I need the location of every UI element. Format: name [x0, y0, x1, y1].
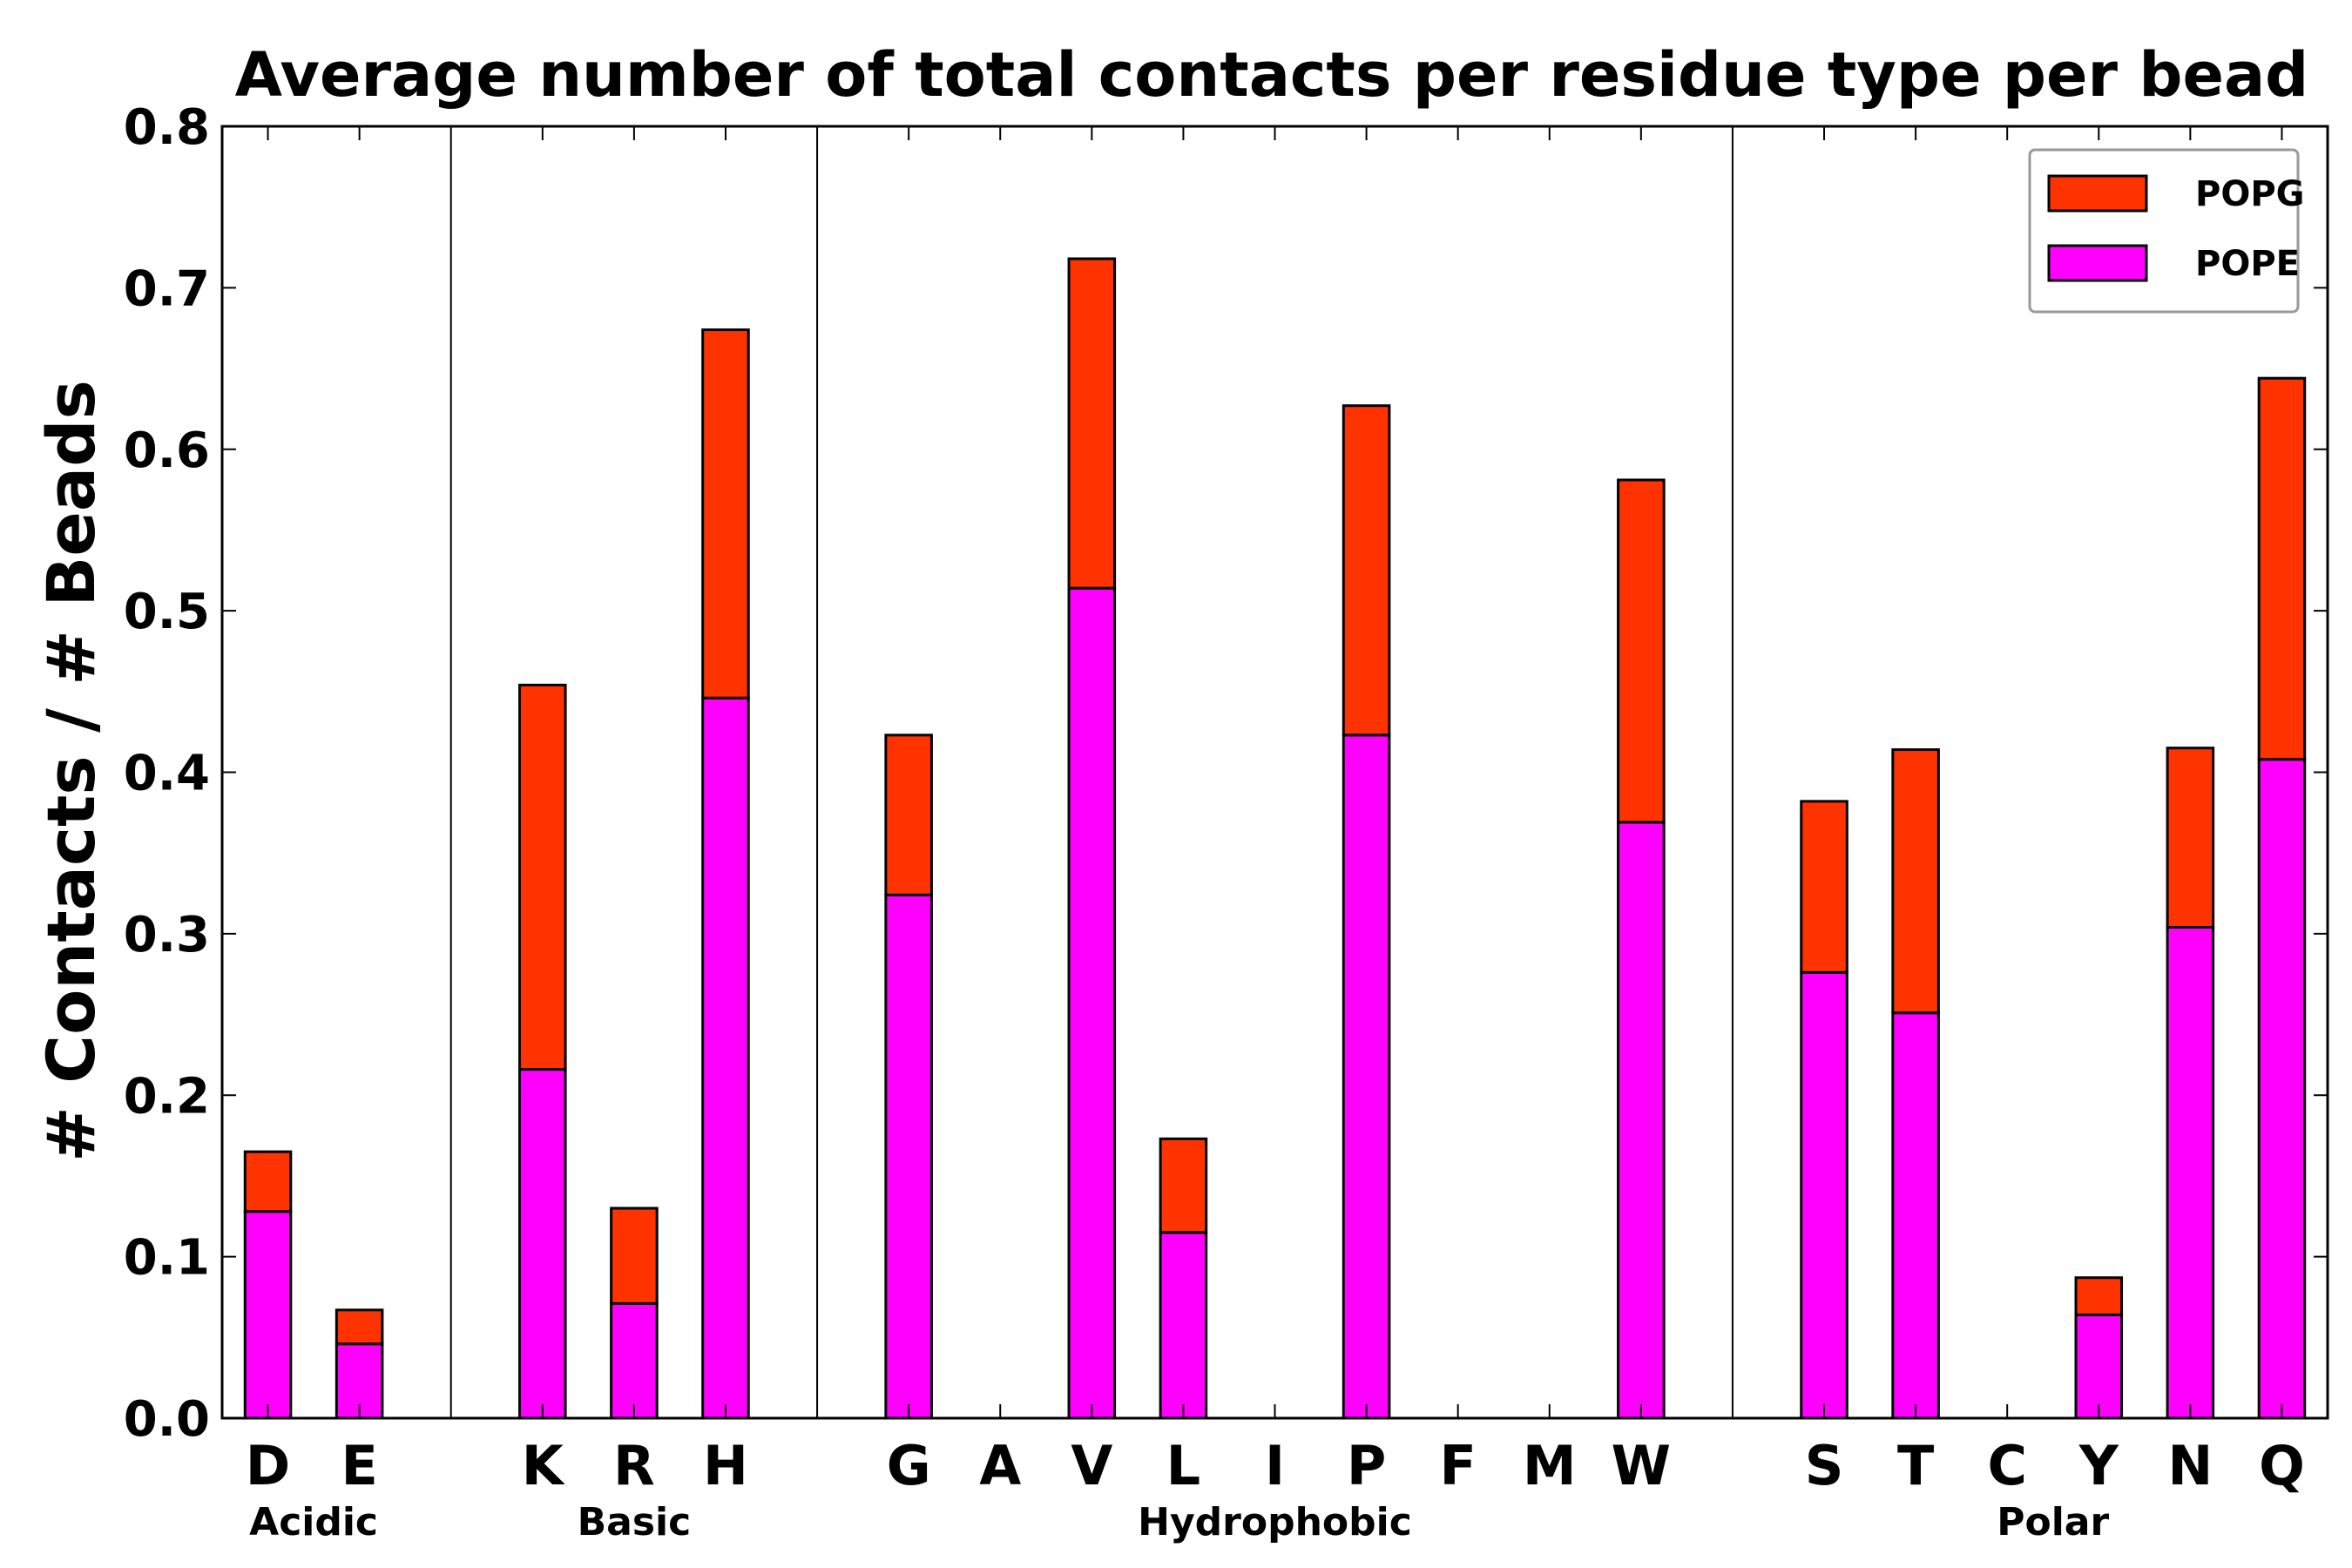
legend: POPG POPE [2028, 148, 2304, 314]
bar-n-pope[interactable] [2166, 925, 2215, 1420]
y-tick-label: 0.6 [124, 422, 210, 479]
bar-p-popg[interactable] [1342, 404, 1391, 737]
x-tick-label: F [1439, 1434, 1476, 1497]
x-tick-label: C [1987, 1434, 2027, 1497]
bar-h-popg[interactable] [701, 328, 750, 700]
x-tick-label: M [1523, 1434, 1577, 1497]
plot-area: 0.0 0.1 0.2 0.3 0.4 0.5 0.6 0.7 0.8 D E K R H G A V L I P F M… [124, 99, 2329, 1544]
x-tick-label: P [1347, 1434, 1386, 1497]
bar-t-popg[interactable] [1891, 748, 1940, 1015]
legend-swatch-pope [2047, 244, 2148, 282]
x-tick-label: S [1805, 1434, 1844, 1497]
y-tick-label: 0.5 [124, 584, 210, 640]
chart-title: Average number of total contacts per res… [235, 39, 2309, 111]
bar-s-pope[interactable] [1800, 970, 1848, 1420]
bar-h-pope[interactable] [701, 696, 750, 1420]
x-tick-label: H [703, 1434, 748, 1497]
bar-n-popg[interactable] [2166, 747, 2215, 929]
x-tick-label: I [1265, 1434, 1285, 1497]
bar-v-popg[interactable] [1067, 257, 1117, 590]
bar-q-popg[interactable] [2257, 376, 2307, 761]
bar-y-pope[interactable] [2074, 1313, 2124, 1420]
bar-l-popg[interactable] [1159, 1137, 1208, 1234]
x-tick-label: G [887, 1434, 931, 1497]
y-tick-label: 0.3 [124, 907, 210, 963]
x-tick-label: D [246, 1434, 290, 1497]
x-tick-label: R [613, 1434, 655, 1497]
bar-d-popg[interactable] [243, 1150, 293, 1213]
bar-w-pope[interactable] [1617, 821, 1666, 1420]
group-label-hydrophobic: Hydrophobic [1138, 1500, 1412, 1544]
y-tick-label: 0.8 [124, 99, 210, 156]
bar-e-popg[interactable] [335, 1308, 384, 1346]
y-tick-label: 0.7 [124, 260, 210, 317]
y-tick-label: 0.4 [124, 746, 210, 802]
x-tick-label: L [1166, 1434, 1201, 1497]
bar-k-popg[interactable] [518, 683, 567, 1071]
bar-r-popg[interactable] [610, 1206, 659, 1305]
x-tick-label: A [979, 1434, 1021, 1497]
legend-swatch-popg [2047, 174, 2148, 213]
group-label-basic: Basic [578, 1500, 692, 1544]
x-tick-label: W [1612, 1434, 1671, 1497]
bar-g-popg[interactable] [884, 733, 933, 896]
y-tick-label: 0.0 [124, 1391, 210, 1448]
bar-r-pope[interactable] [610, 1301, 659, 1420]
bar-q-pope[interactable] [2257, 758, 2307, 1420]
x-tick-label: Q [2259, 1434, 2305, 1497]
bar-k-pope[interactable] [518, 1068, 567, 1420]
x-tick-label: V [1071, 1434, 1112, 1497]
x-tick-label: K [522, 1434, 565, 1497]
bar-v-pope[interactable] [1067, 586, 1117, 1420]
bar-l-pope[interactable] [1159, 1231, 1208, 1420]
group-label-acidic: Acidic [249, 1500, 378, 1544]
bar-w-popg[interactable] [1617, 478, 1666, 824]
x-tick-label: E [341, 1434, 377, 1497]
x-tick-label: T [1897, 1434, 1934, 1497]
x-tick-label: Y [2078, 1434, 2119, 1497]
bar-g-pope[interactable] [884, 893, 933, 1420]
legend-label-popg: POPG [2195, 174, 2304, 214]
plot-frame [220, 125, 2329, 1420]
bar-s-popg[interactable] [1800, 800, 1848, 974]
group-label-polar: Polar [1997, 1500, 2109, 1544]
bar-t-pope[interactable] [1891, 1011, 1940, 1420]
bar-d-pope[interactable] [243, 1210, 293, 1420]
bar-p-pope[interactable] [1342, 733, 1391, 1420]
y-tick-label: 0.2 [124, 1068, 210, 1125]
x-tick-label: N [2167, 1434, 2213, 1497]
y-tick-label: 0.1 [124, 1230, 210, 1287]
y-axis-label: # Contacts / # Beads [32, 380, 110, 1162]
legend-label-pope: POPE [2195, 244, 2300, 284]
bar-y-popg[interactable] [2074, 1276, 2124, 1316]
